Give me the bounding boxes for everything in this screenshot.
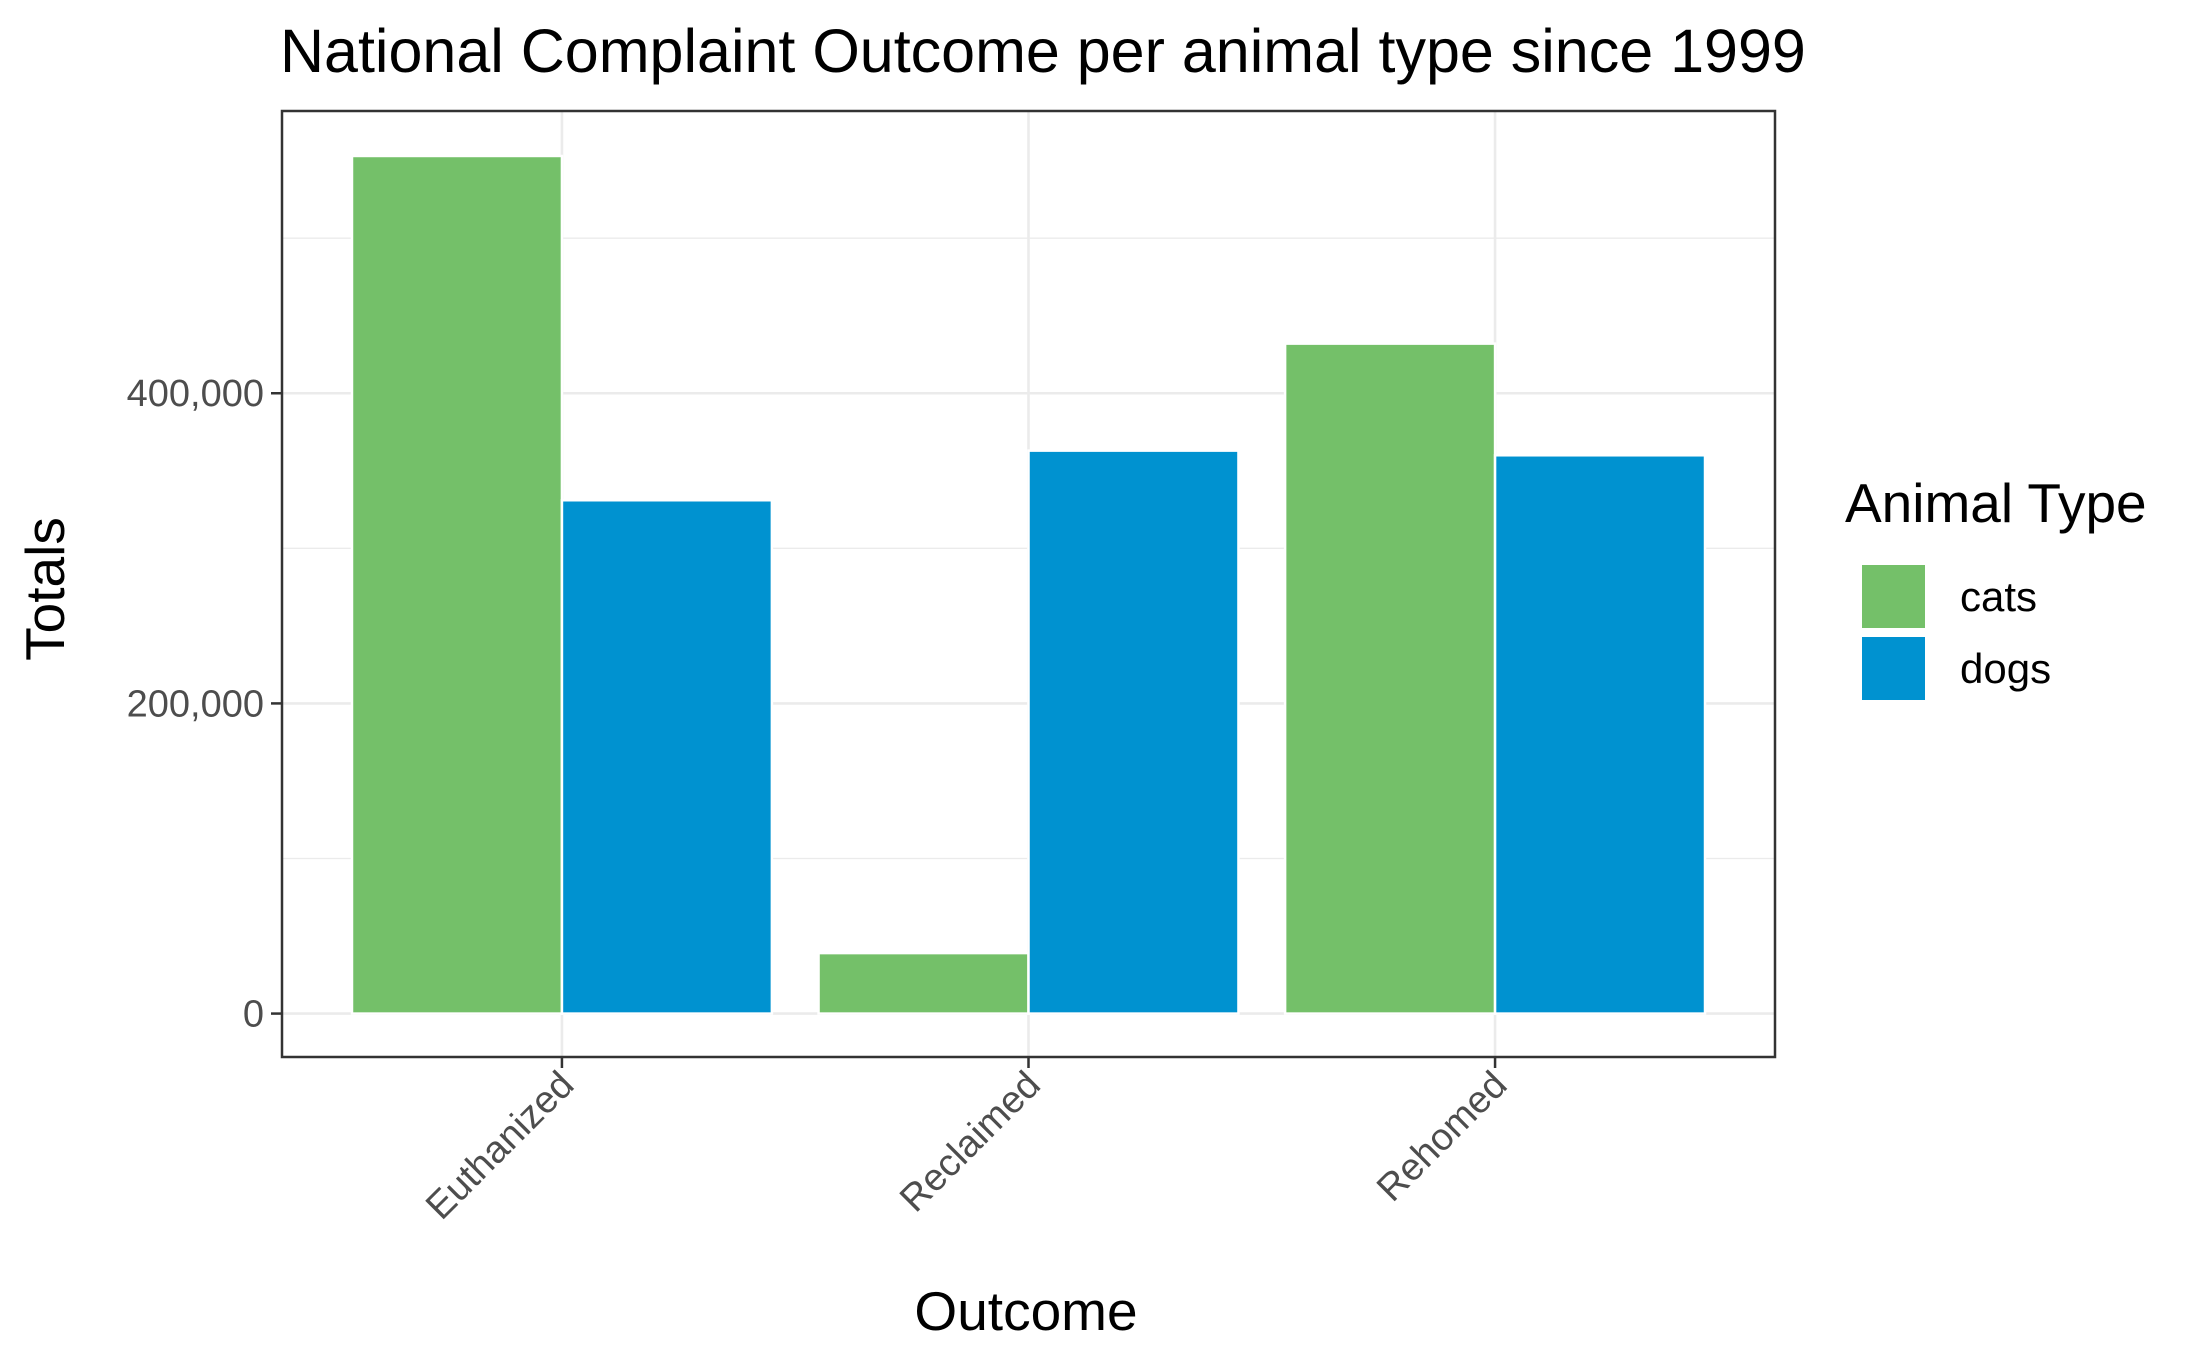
legend: Animal Type cats dogs <box>1845 472 2147 700</box>
x-axis: Euthanized Reclaimed Rehomed <box>418 1057 1515 1228</box>
y-tick-label: 400,000 <box>127 373 264 415</box>
bar-cats-rehomed <box>1283 342 1497 1015</box>
x-tick-label: Reclaimed <box>892 1064 1049 1221</box>
y-tick-label: 200,000 <box>127 683 264 725</box>
chart-title: National Complaint Outcome per animal ty… <box>280 17 1806 85</box>
legend-label-cats: cats <box>1960 573 2037 620</box>
bar-dogs-reclaimed <box>1027 449 1240 1015</box>
y-tick-label: 0 <box>243 994 264 1036</box>
legend-title: Animal Type <box>1845 472 2147 534</box>
x-tick-label: Rehomed <box>1369 1064 1515 1210</box>
bar-cats-reclaimed <box>817 951 1030 1015</box>
bar-dogs-euthanized <box>560 499 774 1015</box>
x-tick-label: Euthanized <box>418 1064 582 1228</box>
legend-key-cats <box>1862 565 1925 628</box>
y-axis: 0 200,000 400,000 <box>127 373 282 1036</box>
x-axis-title: Outcome <box>914 1280 1137 1342</box>
bar-dogs-rehomed <box>1493 454 1707 1015</box>
bar-cats-euthanized <box>350 154 564 1015</box>
y-axis-title: Totals <box>14 517 76 661</box>
bars <box>350 154 1707 1015</box>
legend-label-dogs: dogs <box>1960 645 2051 692</box>
legend-key-dogs <box>1862 637 1925 700</box>
